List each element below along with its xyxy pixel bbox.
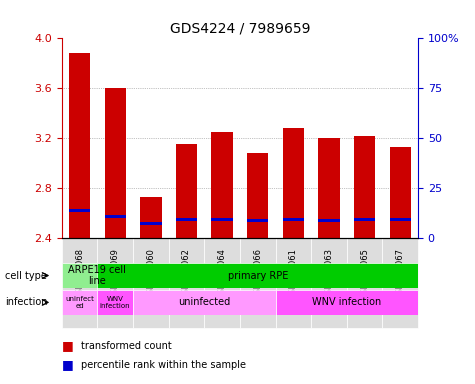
- Bar: [390, 147, 411, 238]
- Bar: [169, 238, 204, 328]
- Bar: [211, 132, 233, 238]
- Bar: [211, 218, 233, 221]
- Bar: [104, 88, 126, 238]
- Text: WNV
infection: WNV infection: [100, 296, 131, 309]
- Bar: [347, 238, 382, 328]
- Bar: [140, 222, 162, 225]
- Text: ARPE19 cell
line: ARPE19 cell line: [68, 265, 126, 286]
- Bar: [62, 263, 133, 288]
- Text: infection: infection: [5, 297, 47, 308]
- Bar: [276, 290, 418, 315]
- Bar: [62, 238, 97, 328]
- Text: ■: ■: [62, 358, 74, 371]
- Bar: [247, 153, 268, 238]
- Text: uninfect
ed: uninfect ed: [65, 296, 94, 309]
- Text: transformed count: transformed count: [81, 341, 171, 351]
- Bar: [69, 53, 90, 238]
- Bar: [318, 138, 340, 238]
- Bar: [283, 128, 304, 238]
- Bar: [176, 218, 197, 221]
- Bar: [276, 238, 311, 328]
- Bar: [176, 144, 197, 238]
- Bar: [240, 238, 276, 328]
- Bar: [97, 238, 133, 328]
- Bar: [97, 290, 133, 315]
- Text: primary RPE: primary RPE: [228, 270, 288, 281]
- Text: ■: ■: [62, 339, 74, 352]
- Bar: [133, 290, 276, 315]
- Title: GDS4224 / 7989659: GDS4224 / 7989659: [170, 22, 310, 36]
- Bar: [382, 238, 418, 328]
- Text: uninfected: uninfected: [178, 297, 230, 308]
- Bar: [247, 219, 268, 222]
- Bar: [104, 215, 126, 218]
- Text: percentile rank within the sample: percentile rank within the sample: [81, 360, 246, 370]
- Bar: [69, 209, 90, 212]
- Bar: [283, 218, 304, 221]
- Text: WNV infection: WNV infection: [312, 297, 381, 308]
- Bar: [62, 290, 97, 315]
- Bar: [354, 218, 375, 221]
- Bar: [318, 219, 340, 222]
- Bar: [140, 197, 162, 238]
- Text: cell type: cell type: [5, 270, 47, 281]
- Bar: [311, 238, 347, 328]
- Bar: [390, 218, 411, 221]
- Bar: [354, 136, 375, 238]
- Bar: [204, 238, 240, 328]
- Bar: [133, 238, 169, 328]
